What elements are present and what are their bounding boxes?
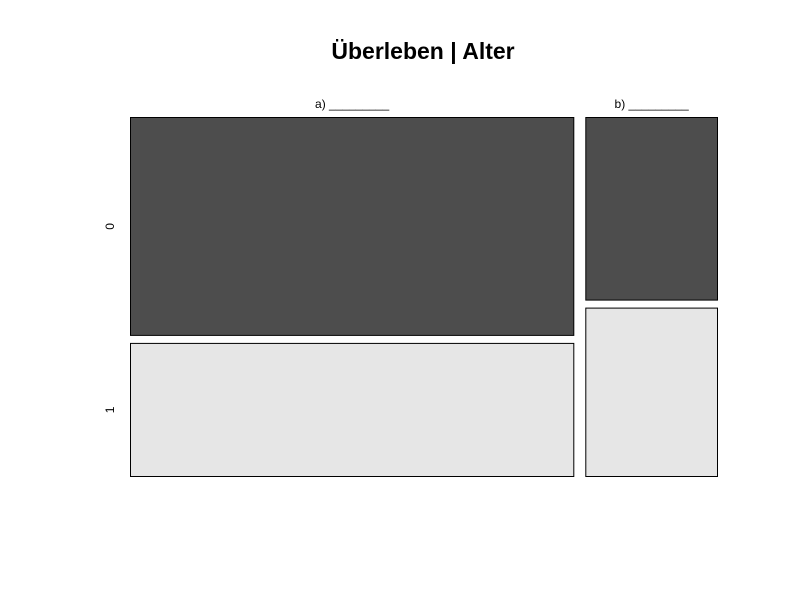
mosaic-tile-col1-row0 [130, 117, 575, 336]
row-label-0: 0 [103, 223, 117, 230]
column-labels: a) _________ b) _________ [315, 97, 689, 111]
column-label-2: b) _________ [615, 97, 689, 111]
row-label-1: 1 [103, 406, 117, 413]
row-labels: 01 [103, 223, 117, 414]
column-label-1: a) _________ [315, 97, 389, 111]
chart-title: Überleben | Alter [331, 38, 514, 64]
mosaic-tile-col2-row1 [585, 307, 718, 477]
mosaic-tile-col1-row1 [130, 342, 575, 477]
mosaic-tiles [130, 117, 718, 477]
mosaic-tile-col2-row0 [585, 117, 718, 301]
